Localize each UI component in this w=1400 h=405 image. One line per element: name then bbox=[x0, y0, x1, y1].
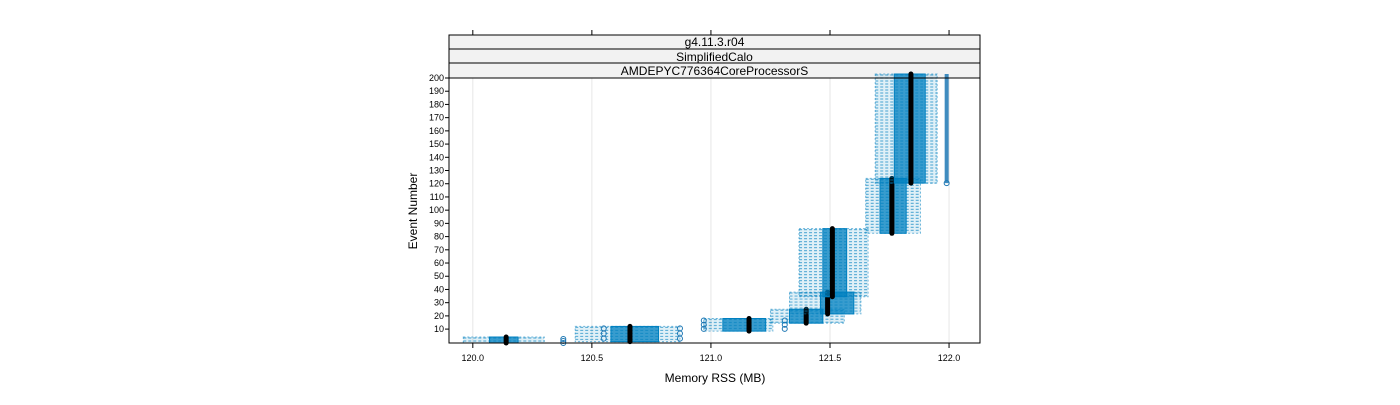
y-tick-label: 150 bbox=[429, 139, 444, 149]
outlier-point bbox=[600, 335, 607, 342]
y-tick-label: 190 bbox=[429, 86, 444, 96]
y-tick-label: 30 bbox=[434, 298, 444, 308]
y-tick-label: 70 bbox=[434, 245, 444, 255]
y-tick-label: 60 bbox=[434, 258, 444, 268]
outlier-point bbox=[700, 321, 707, 328]
y-tick-label: 160 bbox=[429, 126, 444, 136]
y-tick-label: 90 bbox=[434, 218, 444, 228]
y-tick-label: 170 bbox=[429, 113, 444, 123]
x-tick-label: 120.0 bbox=[462, 353, 485, 363]
outlier-point bbox=[676, 335, 683, 342]
outlier-point bbox=[700, 325, 707, 332]
x-tick-label: 122.0 bbox=[938, 353, 961, 363]
y-tick-label: 10 bbox=[434, 324, 444, 334]
y-tick-label: 20 bbox=[434, 311, 444, 321]
outlier-point bbox=[943, 180, 950, 187]
event-block-8 bbox=[874, 71, 950, 187]
strip-2-label: SimplifiedCalo bbox=[676, 50, 753, 64]
outlier-point bbox=[700, 317, 707, 324]
x-tick-label: 121.5 bbox=[819, 353, 842, 363]
outlier-point bbox=[560, 336, 567, 342]
x-tick-label: 121.0 bbox=[700, 353, 723, 363]
y-tick-label: 140 bbox=[429, 152, 444, 162]
y-tick-label: 40 bbox=[434, 284, 444, 294]
y-tick-label: 100 bbox=[429, 205, 444, 215]
y-tick-label: 180 bbox=[429, 99, 444, 109]
y-axis-title: Event Number bbox=[406, 173, 420, 250]
event-block-6 bbox=[798, 226, 869, 300]
y-tick-label: 80 bbox=[434, 232, 444, 242]
y-tick-label: 120 bbox=[429, 179, 444, 189]
strip-1-label: g4.11.3.r04 bbox=[685, 35, 745, 49]
outlier-point bbox=[781, 325, 788, 332]
outlier-point bbox=[781, 321, 788, 328]
y-tick-label: 130 bbox=[429, 166, 444, 176]
event-block-5 bbox=[789, 289, 862, 317]
outlier-point bbox=[781, 317, 788, 324]
iqr-box bbox=[610, 325, 660, 343]
event-block-2 bbox=[574, 323, 683, 345]
y-tick-label: 50 bbox=[434, 271, 444, 281]
strip-3-label: AMDEPYC776364CoreProcessorS bbox=[621, 64, 808, 78]
tick-layer: 120.0 120.5 121.0 121.5 122.0 10 20 30 40 50 60 70 8… bbox=[429, 30, 960, 363]
event-block-7 bbox=[865, 175, 921, 236]
iqr-box bbox=[722, 317, 767, 332]
strip-group: g4.11.3.r04 SimplifiedCalo AMDEPYC776364… bbox=[448, 34, 981, 79]
x-tick-label: 120.5 bbox=[581, 353, 604, 363]
data-layer bbox=[462, 71, 950, 346]
y-tick-label: 200 bbox=[429, 73, 444, 83]
event-block-1 bbox=[462, 334, 567, 346]
y-tick-label: 110 bbox=[430, 192, 444, 202]
event-block-3 bbox=[700, 315, 788, 334]
x-axis-title: Memory RSS (MB) bbox=[665, 371, 766, 385]
